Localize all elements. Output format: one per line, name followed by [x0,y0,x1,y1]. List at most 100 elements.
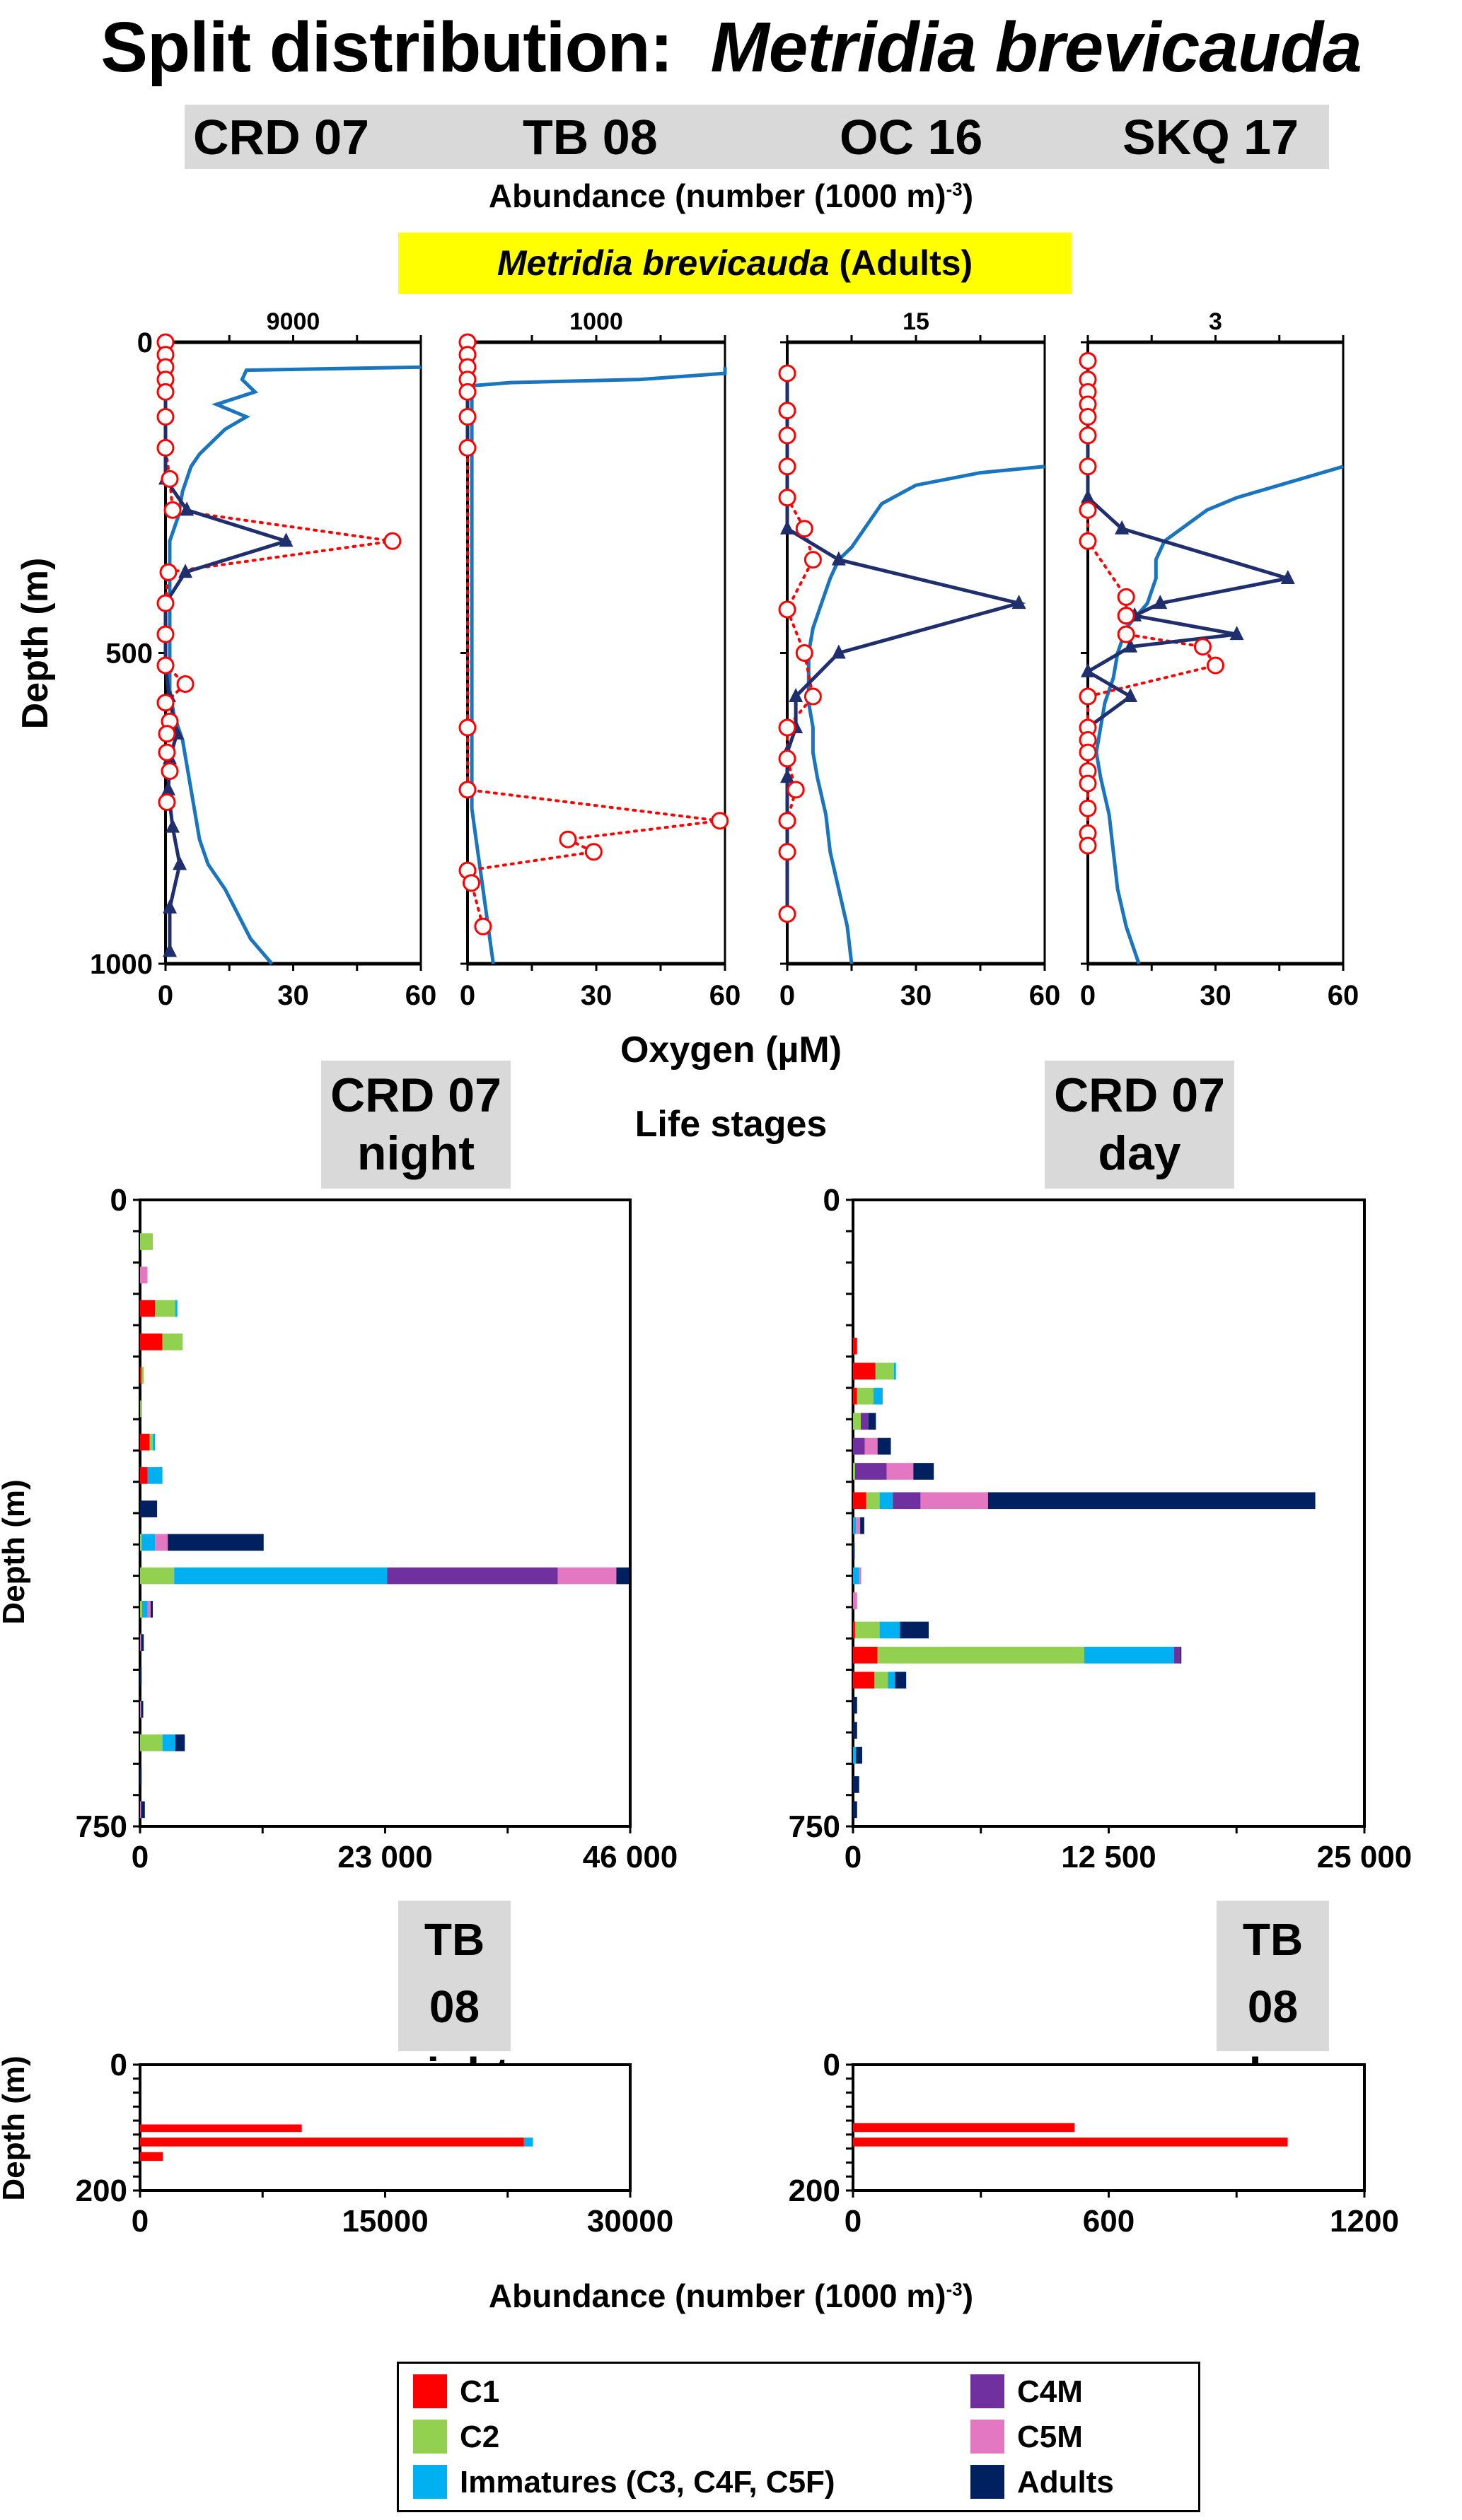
bar-segment-adults [853,1801,857,1819]
day-triangle-marker [1280,570,1295,585]
life-stages-label: Life stages [634,1104,828,1145]
night-circle-marker [778,402,796,420]
legend-item-c4m: C4M [970,2372,1083,2412]
bar-segment-c5m [920,1492,988,1510]
bar-segment-c4m [1174,1647,1180,1664]
bar-segment-c4m [387,1567,558,1585]
x-tick-label: 12 500 [1061,1840,1156,1874]
bar-segment-c5m [886,1463,914,1480]
day-abundance-line [163,342,292,952]
bar-segment-adults [141,1701,144,1718]
bar-segment-c2 [866,1492,880,1510]
legend-item-c1: C1 [413,2372,499,2412]
panel-title-tb-night: TB 08 night [398,1901,511,2099]
night-circle-marker [584,843,603,861]
bar-segment-adults [987,1492,1316,1510]
panel-title-line: day [1098,1126,1181,1180]
night-circle-marker [1079,426,1097,445]
day-triangle-marker [780,520,794,535]
legend: C1 C2 Immatures (C3, C4F, C5F) C4M C5M A… [397,2362,1200,2512]
day-triangle-marker [1229,626,1244,641]
bar-segment-immatures [853,1517,857,1534]
bar-segment-immatures [153,1433,156,1451]
depth-tick-label: 500 [105,638,153,670]
legend-item-immatures: Immatures (C3, C4F, C5F) [413,2463,835,2502]
bar-segment-c5m [140,1266,148,1284]
bar-segment-immatures [175,1300,178,1317]
bar-segment-immatures [174,1567,388,1585]
bar-segment-c1 [140,1300,156,1317]
bar-segment-immatures [1084,1647,1175,1664]
bar-segment-c5m [859,1567,861,1585]
bar-segment-c1 [853,1363,876,1379]
legend-label: C2 [460,2420,500,2454]
day-triangle-marker [279,532,294,547]
oxygen-tick-label: 60 [1029,980,1061,1011]
night-circle-marker [1079,799,1097,817]
bar-segment-c2 [140,1734,163,1751]
bar-segment-adults [860,1517,864,1534]
bar-segment-c2 [853,1413,861,1430]
legend-label: C1 [460,2374,500,2409]
night-circle-marker [778,364,796,383]
abundance-tick-label: 9000 [267,308,320,335]
night-circle-marker [1117,625,1135,643]
night-circle-marker [778,905,796,923]
panel-title-line: CRD 07 [1054,1068,1225,1122]
x-tick-label: 0 [132,1840,149,1874]
night-circle-marker [474,917,492,935]
night-abundance-line [163,341,393,804]
bar-segment-adults [868,1413,876,1430]
panel-title-tb-day: TB 08 day [1217,1901,1329,2099]
depth-tick-label: 0 [137,327,153,358]
abundance-label-exponent: -3 [946,178,963,200]
legend-item-c2: C2 [413,2417,499,2457]
night-circle-marker [1079,501,1097,519]
abundance-label-exponent: -3 [946,2278,963,2300]
oxygen-tick-label: 60 [405,980,437,1011]
night-circle-marker [803,551,822,569]
day-triangle-marker [178,564,193,578]
oxygen-tick-label: 0 [460,980,475,1011]
bar-segment-c1 [140,1433,150,1451]
y-tick-label: 0 [110,2048,127,2082]
bar-segment-c1 [853,1672,875,1689]
day-triangle-marker [173,856,187,870]
day-triangle-marker [1011,595,1026,609]
bar-segment-immatures [893,1363,896,1379]
depth-tick-label: 1000 [90,949,153,980]
bar-segment-c4m [853,1437,865,1455]
oxygen-tick-label: 60 [1328,980,1359,1011]
day-triangle-marker [163,943,178,957]
bar-segment-adults [853,1542,855,1559]
bar-segment-c5m [140,1634,141,1651]
bar-segment-adults [1180,1647,1182,1664]
bar-segment-c2 [162,1334,183,1351]
day-triangle-marker [1115,520,1130,535]
bar-segment-c4m [893,1492,921,1510]
panel-title-line: night [356,1126,475,1180]
station-label: TB 08 [523,110,658,165]
day-triangle-marker [1153,595,1168,609]
panel-title-line: TB 08 [1242,1914,1304,2032]
legend-swatch [970,2465,1004,2499]
bar-segment-c5m [147,1601,151,1618]
bar-segment-c5m [557,1567,617,1585]
bar-segment-immatures [523,2137,533,2147]
legend-item-c5m: C5M [970,2417,1083,2457]
night-circle-marker [159,563,178,581]
figure-title: Split distribution: Metridia brevicauda [0,7,1462,88]
bar-segment-c2 [877,1647,1084,1664]
species-highlight-box: Metridia brevicauda (Adults) [398,233,1072,294]
station-label: CRD 07 [193,110,369,165]
bar-segment-c1 [140,1367,142,1384]
bar-segment-immatures [879,1492,893,1510]
bar-segment-c1 [140,2137,524,2147]
night-circle-marker [778,749,796,768]
night-circle-marker [383,532,402,550]
night-circle-marker [778,489,796,507]
panel-title-crd-day: CRD 07 day [1045,1061,1234,1189]
abundance-axis-label-top: Abundance (number (1000 m)-3) [0,177,1462,215]
bar-segment-adults [853,1776,859,1793]
